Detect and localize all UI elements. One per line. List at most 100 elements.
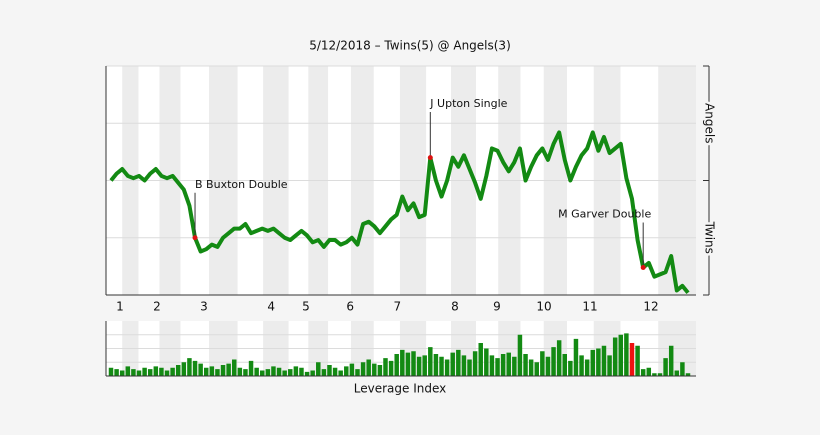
leverage-bar (668, 345, 674, 376)
leverage-bar (175, 365, 181, 376)
chart-title: 5/12/2018 – Twins(5) @ Angels(3) (309, 39, 511, 53)
leverage-bar (640, 369, 646, 376)
side-label: Twins (703, 221, 717, 254)
x-tick-label: 3 (200, 300, 208, 314)
leverage-bar (293, 366, 299, 376)
leverage-bar (456, 349, 461, 376)
leverage-bar (607, 355, 612, 376)
leverage-bar (377, 365, 383, 376)
leverage-bar (260, 370, 265, 376)
leverage-bar (192, 360, 198, 376)
leverage-bar (125, 366, 131, 376)
leverage-bar (444, 359, 450, 376)
leverage-bar (147, 369, 153, 376)
x-tick-label: 4 (267, 300, 275, 314)
leverage-bar (388, 360, 394, 376)
annotation-dot (640, 265, 646, 271)
leverage-bar (680, 362, 685, 376)
leverage-bar (584, 359, 590, 376)
leverage-bar (220, 365, 226, 376)
leverage-bar (551, 347, 556, 376)
leverage-bar (489, 355, 495, 376)
leverage-bar (316, 362, 321, 376)
leverage-bar (624, 333, 629, 376)
leverage-bar (612, 337, 618, 376)
leverage-bar (506, 352, 511, 376)
annotation-dot (427, 155, 433, 161)
leverage-bar (355, 369, 360, 376)
leverage-bar (523, 354, 528, 376)
leverage-bar (562, 354, 567, 376)
leverage-bar (405, 352, 411, 376)
leverage-bar (411, 351, 416, 376)
leverage-bar (327, 365, 332, 376)
leverage-bar (282, 370, 287, 376)
leverage-bar (237, 367, 243, 376)
leverage-bar (467, 359, 472, 376)
x-tick-label: 5 (302, 300, 310, 314)
leverage-bar (500, 354, 506, 376)
leverage-bar (534, 362, 539, 376)
leverage-bar (512, 356, 517, 376)
leverage-bar (517, 334, 523, 376)
leverage-bar (304, 371, 310, 376)
x-tick-label: 9 (493, 300, 501, 314)
leverage-bar (187, 358, 192, 376)
annotation-text: M Garver Double (558, 208, 651, 221)
leverage-bar (663, 358, 668, 376)
annotation-dot (192, 235, 198, 241)
leverage-bar (394, 354, 399, 376)
leverage-bar (232, 359, 237, 376)
leverage-bar (400, 349, 405, 376)
leverage-bar (528, 359, 534, 376)
leverage-bar (545, 356, 551, 376)
leverage-bar (360, 362, 366, 376)
x-tick-label: 8 (451, 300, 459, 314)
x-tick-label: 7 (393, 300, 401, 314)
leverage-bar (556, 340, 562, 376)
leverage-bar (159, 367, 164, 376)
annotation-text: J Upton Single (429, 97, 507, 110)
leverage-bar (579, 355, 584, 376)
leverage-bar (646, 367, 652, 376)
leverage-bar (344, 366, 349, 376)
leverage-bar (652, 373, 657, 376)
leverage-bar (181, 362, 187, 376)
leverage-bar (433, 354, 439, 376)
leverage-bar (243, 369, 248, 376)
leverage-bar (484, 348, 489, 376)
leverage-title: Leverage Index (354, 382, 446, 396)
leverage-bar (596, 348, 601, 376)
leverage-bar (142, 367, 147, 376)
leverage-bar (422, 355, 427, 376)
leverage-bar (288, 369, 293, 376)
leverage-bar (372, 363, 377, 376)
leverage-bar (450, 352, 455, 376)
leverage-bar (629, 343, 635, 376)
leverage-bar (618, 334, 624, 376)
side-label: Angels (703, 103, 717, 143)
x-tick-label: 1 (116, 300, 124, 314)
leverage-bar (674, 370, 680, 376)
leverage-bar (416, 356, 422, 376)
leverage-bar (657, 373, 663, 376)
leverage-bar (439, 356, 444, 376)
x-tick-label: 2 (153, 300, 161, 314)
leverage-bar (226, 363, 231, 376)
leverage-bar (131, 369, 136, 376)
leverage-bar (495, 358, 500, 376)
leverage-bar (276, 367, 282, 376)
leverage-bar (540, 351, 545, 376)
leverage-bar (573, 338, 579, 376)
leverage-bar (170, 367, 175, 376)
leverage-bar (153, 366, 159, 376)
leverage-bar (601, 345, 607, 376)
leverage-bar (203, 367, 209, 376)
leverage-bar (209, 366, 215, 376)
leverage-bar (635, 345, 640, 376)
leverage-bar (215, 369, 220, 376)
leverage-bar (198, 363, 203, 376)
x-tick-label: 10 (536, 300, 551, 314)
leverage-bar (265, 369, 271, 376)
x-tick-label: 6 (346, 300, 354, 314)
